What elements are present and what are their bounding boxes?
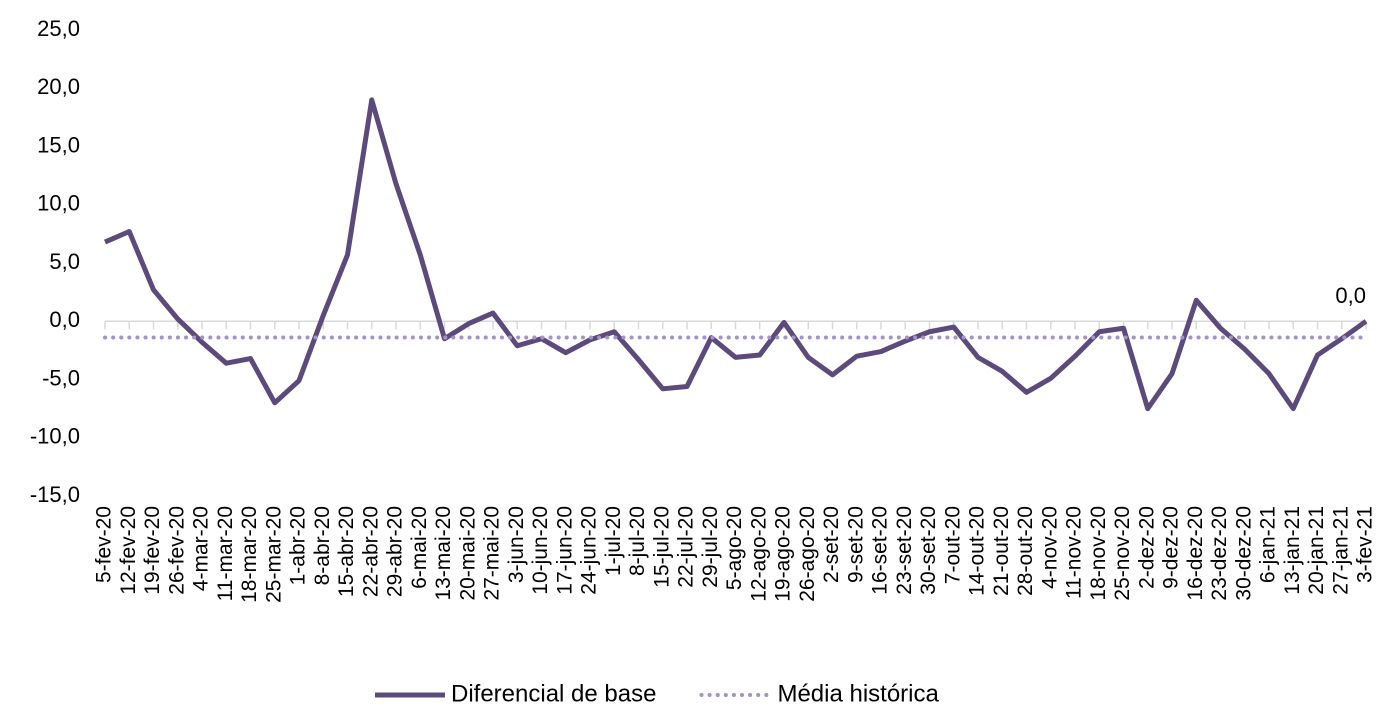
x-tick-label: 6-jan-21 xyxy=(1257,506,1280,583)
x-tick-label: 4-nov-20 xyxy=(1038,506,1061,589)
y-tick-label: -10,0 xyxy=(30,424,80,449)
data-label: 0,0 xyxy=(1335,283,1366,308)
x-tick-label: 15-abr-20 xyxy=(335,506,358,597)
x-tick-label: 1-abr-20 xyxy=(287,506,310,585)
x-tick-label: 24-jun-20 xyxy=(578,506,601,595)
x-tick-label: 19-ago-20 xyxy=(772,506,795,602)
x-tick-label: 18-nov-20 xyxy=(1087,506,1110,601)
x-tick-label: 25-nov-20 xyxy=(1111,506,1134,601)
x-tick-label: 26-ago-20 xyxy=(796,506,819,602)
x-tick-label: 7-out-20 xyxy=(941,506,964,584)
x-tick-label: 21-out-20 xyxy=(990,506,1013,596)
x-tick-label: 3-fev-21 xyxy=(1354,506,1377,583)
x-tick-label: 27-jan-21 xyxy=(1329,506,1352,595)
x-tick-label: 1-jul-20 xyxy=(602,506,625,576)
x-tick-label: 19-fev-20 xyxy=(141,506,164,595)
legend-label: Média histórica xyxy=(777,680,939,707)
x-tick-label: 20-mai-20 xyxy=(456,506,479,601)
x-tick-label: 29-abr-20 xyxy=(384,506,407,597)
x-tick-label: 16-set-20 xyxy=(869,506,892,595)
x-tick-label: 14-out-20 xyxy=(966,506,989,596)
x-tick-label: 28-out-20 xyxy=(1014,506,1037,596)
x-tick-label: 8-abr-20 xyxy=(311,506,334,585)
y-tick-label: 10,0 xyxy=(37,191,80,216)
x-tick-label: 30-set-20 xyxy=(917,506,940,595)
x-tick-label: 11-mar-20 xyxy=(214,506,237,601)
x-tick-label: 26-fev-20 xyxy=(165,506,188,595)
x-tick-label: 23-dez-20 xyxy=(1208,506,1231,601)
x-tick-label: 4-mar-20 xyxy=(190,506,213,591)
x-tick-label: 20-jan-21 xyxy=(1305,506,1328,595)
x-tick-label: 9-set-20 xyxy=(844,506,867,583)
y-tick-label: 25,0 xyxy=(37,16,80,41)
x-tick-label: 30-dez-20 xyxy=(1232,506,1255,601)
y-tick-label: 0,0 xyxy=(49,307,80,332)
x-tick-label: 3-jun-20 xyxy=(505,506,528,583)
x-tick-label: 5-ago-20 xyxy=(723,506,746,590)
x-tick-label: 6-mai-20 xyxy=(408,506,431,589)
x-tick-label: 16-dez-20 xyxy=(1184,506,1207,601)
y-tick-label: -5,0 xyxy=(42,365,80,390)
x-tick-label: 12-fev-20 xyxy=(117,506,140,595)
x-tick-label: 25-mar-20 xyxy=(262,506,285,603)
x-tick-label: 12-ago-20 xyxy=(747,506,770,602)
x-tick-label: 2-set-20 xyxy=(820,506,843,583)
x-tick-label: 23-set-20 xyxy=(893,506,916,595)
data-line xyxy=(104,97,1368,412)
x-tick-label: 17-jun-20 xyxy=(553,506,576,595)
x-tick-label: 5-fev-20 xyxy=(93,506,116,583)
x-tick-label: 29-jul-20 xyxy=(699,506,722,588)
x-tick-label: 9-dez-20 xyxy=(1160,506,1183,589)
x-tick-label: 13-jan-21 xyxy=(1281,506,1304,595)
x-tick-label: 2-dez-20 xyxy=(1135,506,1158,589)
y-tick-label: 5,0 xyxy=(49,249,80,274)
legend-label: Diferencial de base xyxy=(451,680,656,707)
y-tick-label: 15,0 xyxy=(37,132,80,157)
x-tick-label: 15-jul-20 xyxy=(650,506,673,588)
x-tick-label: 18-mar-20 xyxy=(238,506,261,603)
x-tick-label: 11-nov-20 xyxy=(1063,506,1086,599)
y-tick-label: -15,0 xyxy=(30,482,80,507)
y-tick-label: 20,0 xyxy=(37,74,80,99)
x-tick-label: 13-mai-20 xyxy=(432,506,455,601)
x-tick-label: 27-mai-20 xyxy=(481,506,504,601)
x-tick-label: 8-jul-20 xyxy=(626,506,649,576)
x-tick-label: 22-abr-20 xyxy=(359,506,382,597)
x-tick-label: 10-jun-20 xyxy=(529,506,552,595)
x-tick-label: 22-jul-20 xyxy=(675,506,698,588)
